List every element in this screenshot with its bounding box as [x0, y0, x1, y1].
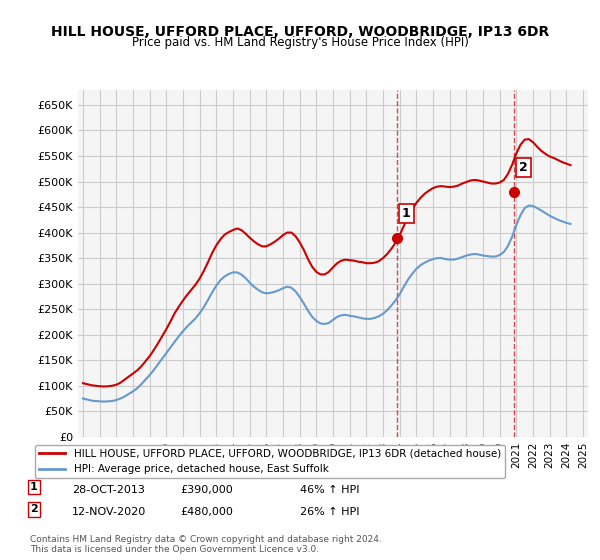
Text: 2: 2 — [30, 505, 38, 515]
Text: 12-NOV-2020: 12-NOV-2020 — [72, 507, 146, 517]
Text: Price paid vs. HM Land Registry's House Price Index (HPI): Price paid vs. HM Land Registry's House … — [131, 36, 469, 49]
Text: 2: 2 — [519, 161, 528, 174]
Text: 46% ↑ HPI: 46% ↑ HPI — [300, 485, 359, 495]
Text: £390,000: £390,000 — [180, 485, 233, 495]
Text: £480,000: £480,000 — [180, 507, 233, 517]
Text: 26% ↑ HPI: 26% ↑ HPI — [300, 507, 359, 517]
Text: Contains HM Land Registry data © Crown copyright and database right 2024.
This d: Contains HM Land Registry data © Crown c… — [30, 535, 382, 554]
Text: 28-OCT-2013: 28-OCT-2013 — [72, 485, 145, 495]
Text: HILL HOUSE, UFFORD PLACE, UFFORD, WOODBRIDGE, IP13 6DR: HILL HOUSE, UFFORD PLACE, UFFORD, WOODBR… — [51, 25, 549, 39]
Legend: HILL HOUSE, UFFORD PLACE, UFFORD, WOODBRIDGE, IP13 6DR (detached house), HPI: Av: HILL HOUSE, UFFORD PLACE, UFFORD, WOODBR… — [35, 445, 505, 478]
Text: 1: 1 — [401, 207, 410, 220]
Text: 1: 1 — [30, 482, 38, 492]
